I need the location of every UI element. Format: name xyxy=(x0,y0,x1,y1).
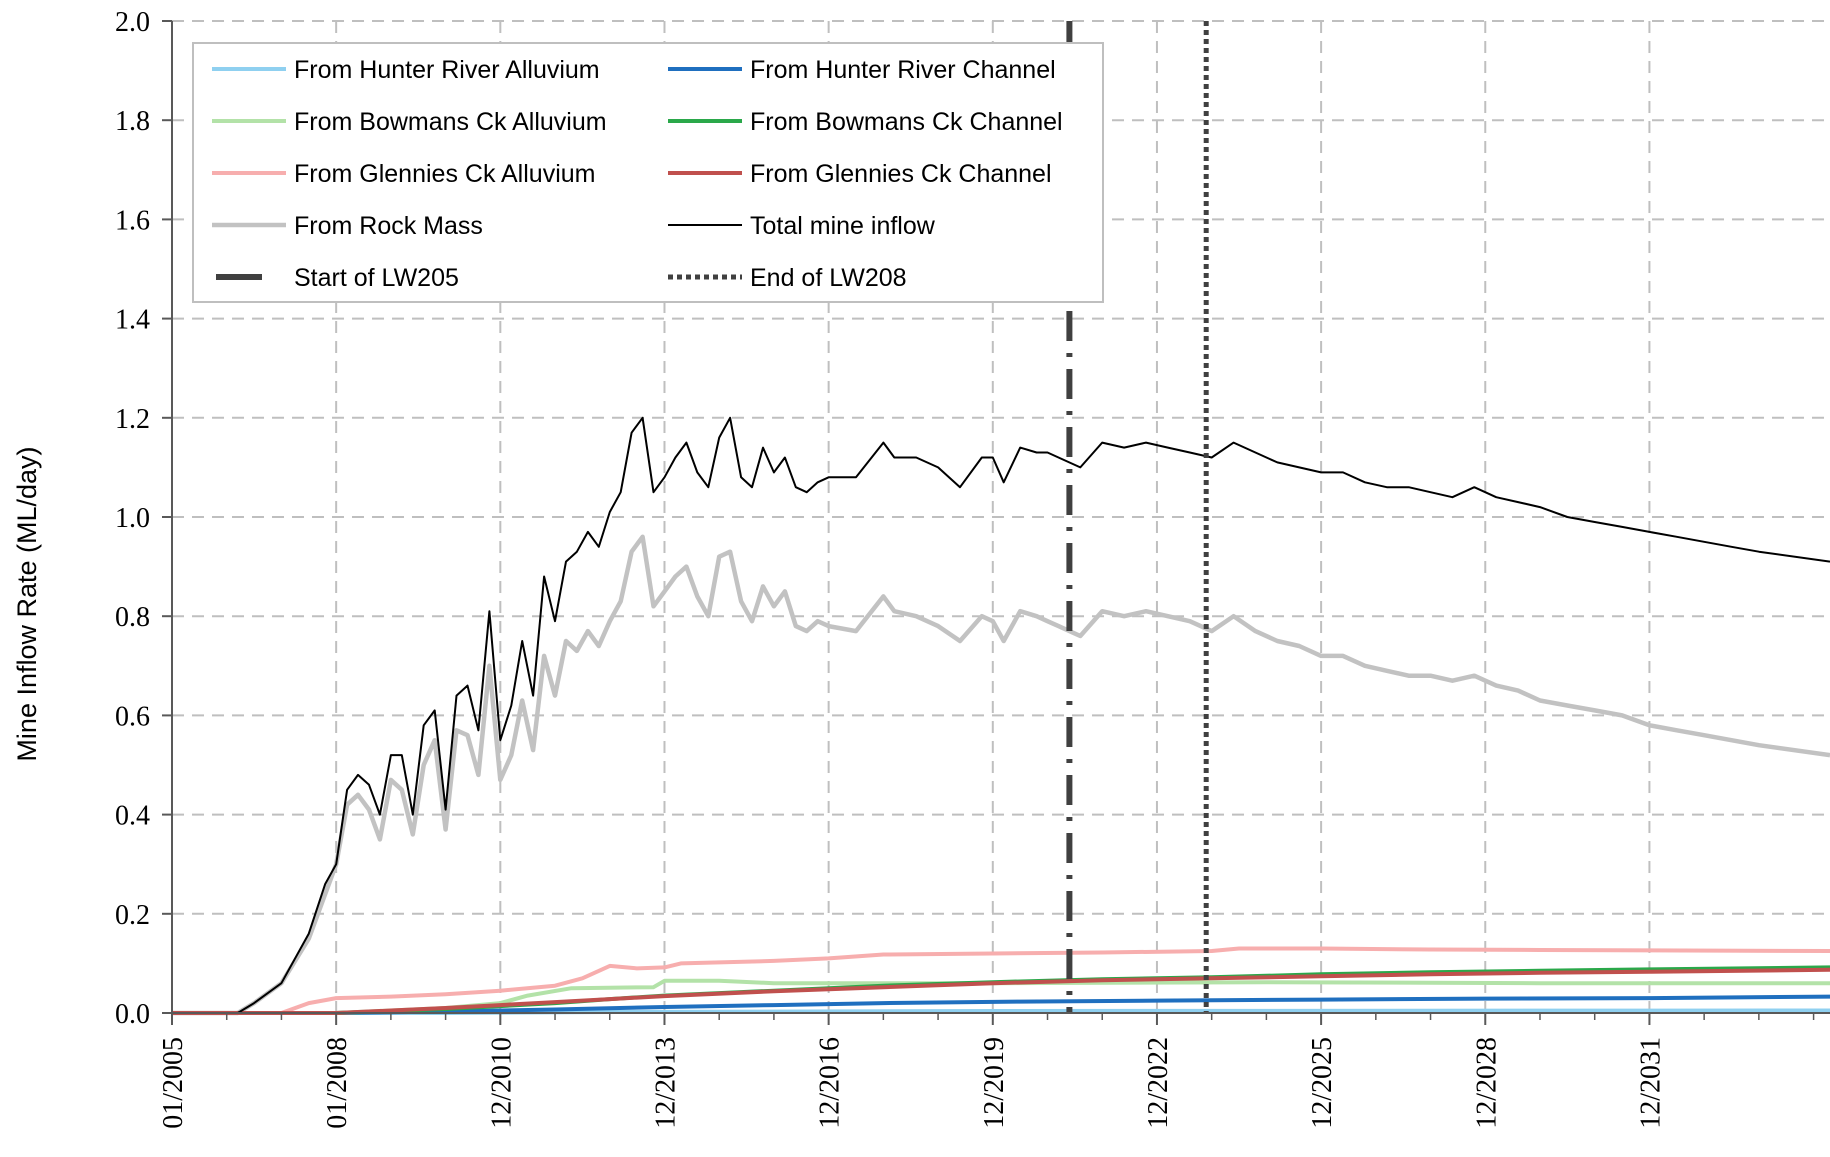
y-tick-label: 2.0 xyxy=(115,7,150,38)
legend-label: From Rock Mass xyxy=(294,212,483,240)
y-tick-label: 0.8 xyxy=(115,602,150,633)
x-tick-label: 12/2019 xyxy=(979,1037,1010,1129)
y-tick-label: 1.2 xyxy=(115,404,150,435)
series-line xyxy=(172,970,1830,1013)
x-tick-label: 12/2022 xyxy=(1143,1037,1174,1129)
x-tick-label: 12/2031 xyxy=(1635,1037,1666,1129)
y-tick-label: 1.4 xyxy=(115,305,150,336)
y-tick-label: 1.8 xyxy=(115,106,150,137)
series-line xyxy=(172,537,1830,1013)
legend-label: From Hunter River Channel xyxy=(750,56,1056,84)
y-tick-label: 0.6 xyxy=(115,701,150,732)
legend: From Hunter River Alluvium From Hunter Ri… xyxy=(193,43,1103,302)
y-tick-label: 1.0 xyxy=(115,503,150,534)
y-axis-title: Mine Inflow Rate (ML/day) xyxy=(12,446,42,761)
legend-label: From Bowmans Ck Alluvium xyxy=(294,108,607,136)
y-tick-label: 0.4 xyxy=(115,801,150,832)
y-tick-labels: 0.0 0.2 0.4 0.6 0.8 1.0 1.2 1.4 1.6 1.8 2.0 xyxy=(115,7,150,1030)
x-tick-label: 12/2010 xyxy=(486,1037,517,1129)
y-tick-label: 0.2 xyxy=(115,900,150,931)
x-tick-label: 12/2028 xyxy=(1471,1037,1502,1129)
x-tick-label: 01/2008 xyxy=(322,1037,353,1129)
x-tick-label: 12/2016 xyxy=(815,1037,846,1129)
legend-label: End of LW208 xyxy=(750,264,907,292)
x-tick-labels: 01/2005 01/2008 12/2010 12/2013 12/2016 12/20… xyxy=(158,1037,1666,1129)
x-tick-label: 12/2025 xyxy=(1307,1037,1338,1129)
y-tick-label: 0.0 xyxy=(115,999,150,1030)
legend-label: From Glennies Ck Channel xyxy=(750,160,1052,188)
x-tick-label: 01/2005 xyxy=(158,1037,189,1129)
x-tick-label: 12/2013 xyxy=(650,1037,681,1129)
legend-label: From Hunter River Alluvium xyxy=(294,56,600,84)
legend-label: Start of LW205 xyxy=(294,264,459,292)
y-tick-label: 1.6 xyxy=(115,205,150,236)
legend-label: Total mine inflow xyxy=(750,212,936,240)
legend-label: From Bowmans Ck Channel xyxy=(750,108,1063,136)
legend-label: From Glennies Ck Alluvium xyxy=(294,160,595,188)
